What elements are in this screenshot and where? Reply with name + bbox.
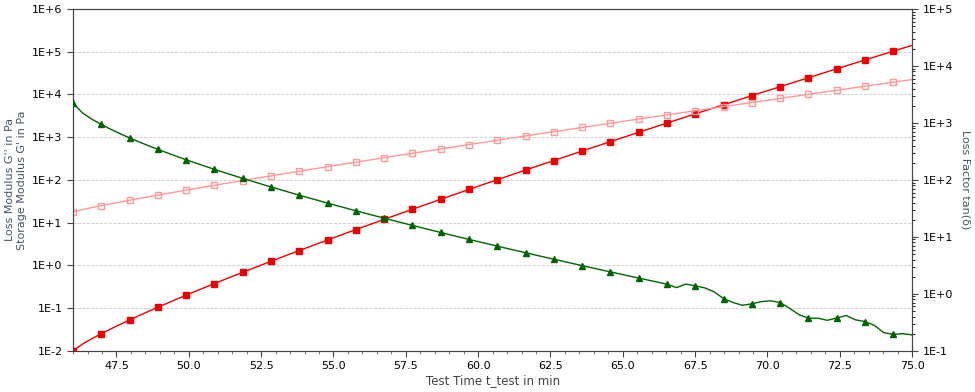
Y-axis label: Loss Modulus G'' in Pa
Storage Modulus G' in Pa: Loss Modulus G'' in Pa Storage Modulus G… xyxy=(5,110,26,250)
X-axis label: Test Time t_test in min: Test Time t_test in min xyxy=(425,374,560,387)
Y-axis label: Loss Factor tan(δ): Loss Factor tan(δ) xyxy=(960,130,970,230)
